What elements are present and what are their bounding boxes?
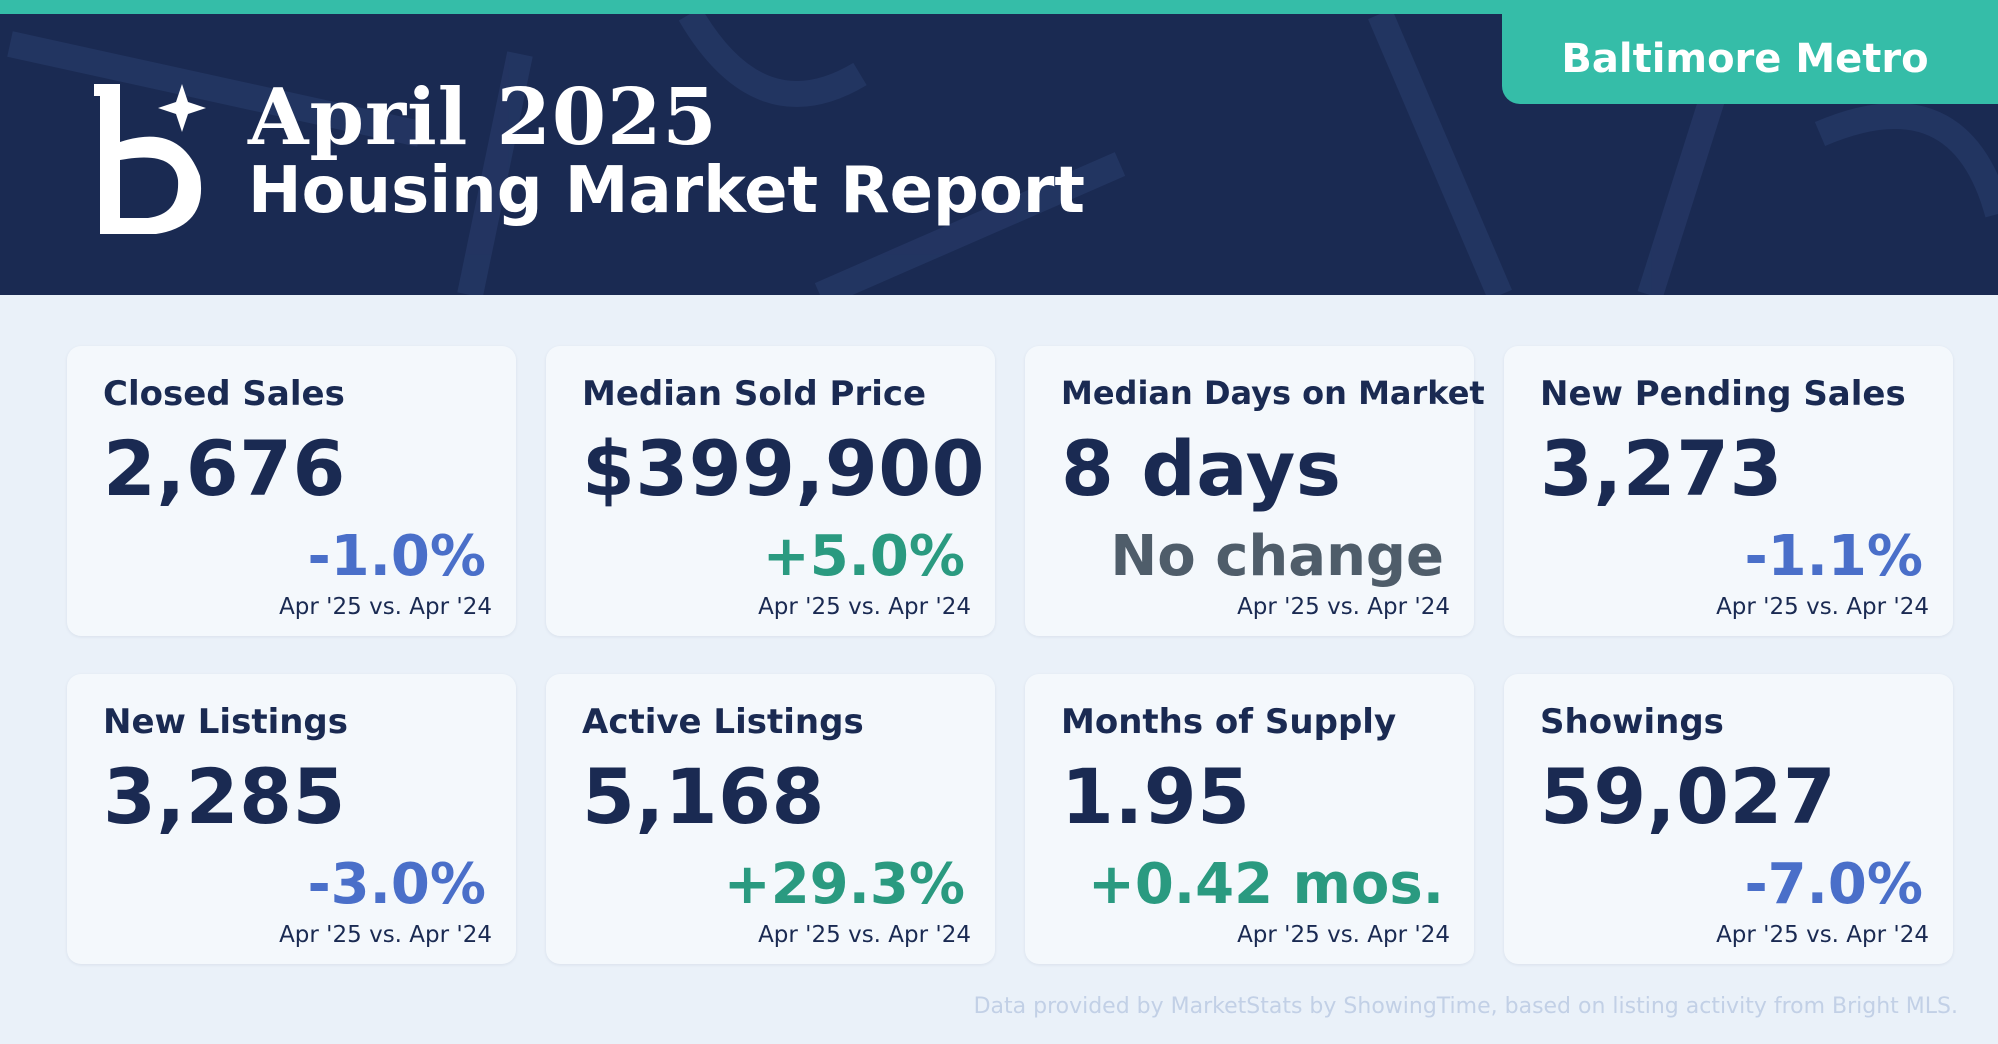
report-month-title: April 2025 bbox=[248, 72, 718, 163]
top-accent-strip bbox=[0, 0, 1998, 14]
metric-card-closed-sales: Closed Sales 2,676 -1.0% Apr '25 vs. Apr… bbox=[67, 346, 516, 636]
metric-card-median-sold-price: Median Sold Price $399,900 +5.0% Apr '25… bbox=[546, 346, 995, 636]
metric-card-new-listings: New Listings 3,285 -3.0% Apr '25 vs. Apr… bbox=[67, 674, 516, 964]
report-title: Housing Market Report bbox=[248, 154, 1085, 228]
region-badge: Baltimore Metro bbox=[1502, 14, 1998, 104]
metric-label: Months of Supply bbox=[1061, 702, 1397, 742]
metric-compare-period: Apr '25 vs. Apr '24 bbox=[1716, 922, 1929, 948]
metric-value: 5,168 bbox=[582, 752, 825, 841]
metric-change: +5.0% bbox=[762, 524, 965, 589]
metric-compare-period: Apr '25 vs. Apr '24 bbox=[1237, 922, 1450, 948]
bright-mls-b-sparkle-icon bbox=[94, 84, 206, 234]
metric-label: Closed Sales bbox=[103, 374, 345, 414]
metrics-grid: Closed Sales 2,676 -1.0% Apr '25 vs. Apr… bbox=[67, 346, 1953, 964]
metric-label: New Pending Sales bbox=[1540, 374, 1906, 414]
metric-label: Showings bbox=[1540, 702, 1724, 742]
metric-compare-period: Apr '25 vs. Apr '24 bbox=[1716, 594, 1929, 620]
metric-label: Median Sold Price bbox=[582, 374, 927, 414]
metric-value: $399,900 bbox=[582, 424, 986, 513]
metric-compare-period: Apr '25 vs. Apr '24 bbox=[279, 922, 492, 948]
header-background-pattern bbox=[7, 14, 1998, 295]
metric-change: +0.42 mos. bbox=[1087, 852, 1444, 917]
metric-compare-period: Apr '25 vs. Apr '24 bbox=[758, 594, 971, 620]
metric-value: 2,676 bbox=[103, 424, 346, 513]
metric-value: 1.95 bbox=[1061, 752, 1251, 841]
metric-change: No change bbox=[1110, 524, 1444, 589]
metric-change: -3.0% bbox=[307, 852, 486, 917]
metric-card-showings: Showings 59,027 -7.0% Apr '25 vs. Apr '2… bbox=[1504, 674, 1953, 964]
metric-card-months-of-supply: Months of Supply 1.95 +0.42 mos. Apr '25… bbox=[1025, 674, 1474, 964]
metric-value: 3,273 bbox=[1540, 424, 1783, 513]
metric-compare-period: Apr '25 vs. Apr '24 bbox=[1237, 594, 1450, 620]
metric-label: Median Days on Market bbox=[1061, 374, 1485, 412]
metric-value: 59,027 bbox=[1540, 752, 1837, 841]
metric-change: +29.3% bbox=[723, 852, 965, 917]
metric-compare-period: Apr '25 vs. Apr '24 bbox=[279, 594, 492, 620]
metric-change: -1.0% bbox=[307, 524, 486, 589]
metric-card-new-pending-sales: New Pending Sales 3,273 -1.1% Apr '25 vs… bbox=[1504, 346, 1953, 636]
metric-card-active-listings: Active Listings 5,168 +29.3% Apr '25 vs.… bbox=[546, 674, 995, 964]
metric-label: New Listings bbox=[103, 702, 349, 742]
metric-value: 3,285 bbox=[103, 752, 346, 841]
metric-card-median-days-on-market: Median Days on Market 8 days No change A… bbox=[1025, 346, 1485, 636]
metric-label: Active Listings bbox=[582, 702, 864, 742]
metric-compare-period: Apr '25 vs. Apr '24 bbox=[758, 922, 971, 948]
data-source-footnote: Data provided by MarketStats by ShowingT… bbox=[973, 994, 1958, 1019]
metric-value: 8 days bbox=[1061, 424, 1342, 513]
metric-change: -7.0% bbox=[1744, 852, 1923, 917]
metric-change: -1.1% bbox=[1744, 524, 1923, 589]
